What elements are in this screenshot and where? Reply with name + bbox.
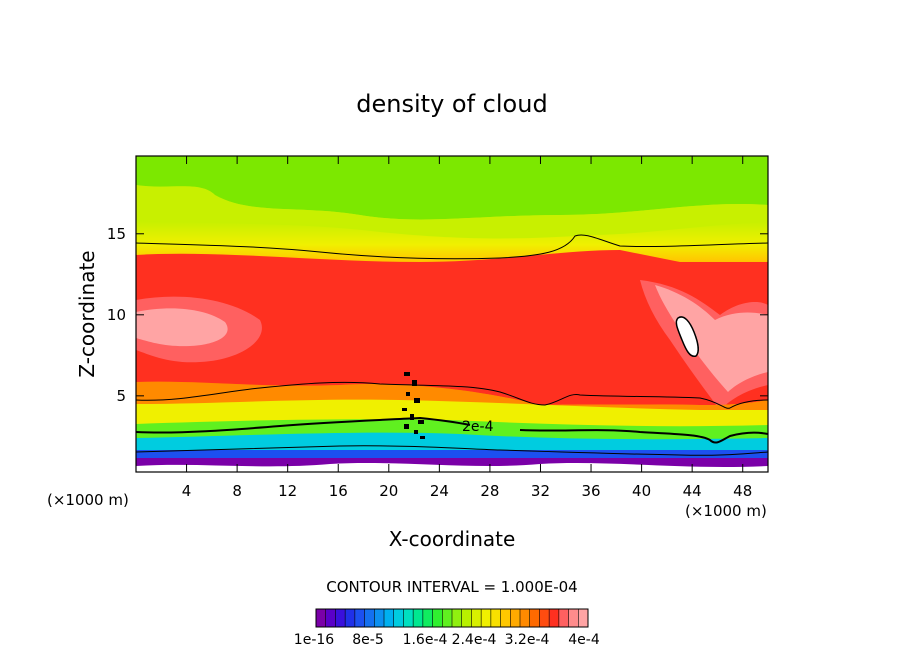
x-tick-label: 8 xyxy=(232,482,242,500)
colorbar-swatch xyxy=(510,609,521,627)
chart-title: density of cloud xyxy=(356,90,547,118)
contour-line-lower xyxy=(136,445,768,456)
colorbar-swatch xyxy=(471,609,482,627)
colorbar-swatch xyxy=(393,609,404,627)
contour-line-2e-4 xyxy=(136,416,768,444)
field-white-blob xyxy=(675,316,699,358)
x-tick-label: 40 xyxy=(632,482,651,500)
colorbar-swatch xyxy=(364,609,375,627)
colorbar-swatch xyxy=(558,609,569,627)
x-tick-label: 16 xyxy=(329,482,348,500)
colorbar-labels: 1e-16 8e-5 1.6e-4 2.4e-4 3.2e-4 4e-4 xyxy=(294,632,600,648)
colorbar xyxy=(315,608,589,628)
plot-frame xyxy=(135,155,769,473)
x-tick-label: 20 xyxy=(379,482,398,500)
colorbar-swatch xyxy=(325,609,336,627)
colorbar-swatch xyxy=(452,609,463,627)
contour-label: 2e-4 xyxy=(462,419,494,435)
x-axis-ticks: 4 8 12 16 20 24 28 32 36 40 44 48 xyxy=(182,156,752,500)
density-field xyxy=(136,156,768,472)
colorbar-swatch xyxy=(539,609,550,627)
y-tick-label: 10 xyxy=(107,306,126,324)
colorbar-swatch xyxy=(422,609,433,627)
y-tick-label: 5 xyxy=(116,387,126,405)
colorbar-label: 2.4e-4 xyxy=(452,632,497,648)
field-top-yellowgreen-band xyxy=(136,185,768,239)
field-top-green-band xyxy=(136,156,768,220)
turbulent-column xyxy=(402,372,425,439)
colorbar-label: 8e-5 xyxy=(352,632,383,648)
colorbar-swatch xyxy=(568,609,579,627)
y-axis-label: Z-coordinate xyxy=(75,250,99,377)
y-axis-ticks: 5 10 15 xyxy=(107,225,768,405)
colorbar-swatch xyxy=(335,609,346,627)
x-tick-label: 28 xyxy=(480,482,499,500)
contour-interval-text: CONTOUR INTERVAL = 1.000E-04 xyxy=(326,578,577,596)
x-tick-label: 12 xyxy=(278,482,297,500)
colorbar-swatch xyxy=(442,609,453,627)
colorbar-swatch xyxy=(384,609,395,627)
colorbar-swatch xyxy=(481,609,492,627)
x-tick-label: 24 xyxy=(430,482,449,500)
colorbar-swatch xyxy=(520,609,531,627)
x-tick-label: 48 xyxy=(733,482,752,500)
colorbar-swatch xyxy=(578,609,589,627)
x-axis-label: X-coordinate xyxy=(389,527,516,551)
colorbar-swatch xyxy=(490,609,501,627)
colorbar-label: 3.2e-4 xyxy=(505,632,550,648)
x-tick-label: 32 xyxy=(531,482,550,500)
x-tick-label: 4 xyxy=(182,482,192,500)
colorbar-label: 1e-16 xyxy=(294,632,334,648)
colorbar-swatch xyxy=(316,609,327,627)
field-lightpink-region-left xyxy=(136,308,228,347)
x-tick-label: 36 xyxy=(581,482,600,500)
x-unit-label-right: (×1000 m) xyxy=(685,502,767,520)
field-lower-cyan-band xyxy=(136,432,768,450)
x-tick-label: 44 xyxy=(683,482,702,500)
colorbar-swatch xyxy=(403,609,414,627)
colorbar-swatch xyxy=(549,609,560,627)
contour-line-middle xyxy=(136,381,768,409)
field-lightpink-region-right xyxy=(655,285,768,392)
colorbar-swatch xyxy=(413,609,424,627)
colorbar-swatch xyxy=(500,609,511,627)
field-bottom-white-gap xyxy=(136,463,768,472)
y-tick-label: 15 xyxy=(107,225,126,243)
colorbar-swatch xyxy=(529,609,540,627)
x-unit-label-left: (×1000 m) xyxy=(47,491,129,509)
colorbar-swatch xyxy=(345,609,356,627)
colorbar-swatch xyxy=(354,609,365,627)
colorbar-swatch xyxy=(461,609,472,627)
colorbar-label: 4e-4 xyxy=(568,632,600,648)
contour-line-upper xyxy=(136,234,768,260)
colorbar-label: 1.6e-4 xyxy=(403,632,448,648)
colorbar-swatch xyxy=(374,609,385,627)
colorbar-swatch xyxy=(432,609,443,627)
field-red-core xyxy=(136,250,768,405)
